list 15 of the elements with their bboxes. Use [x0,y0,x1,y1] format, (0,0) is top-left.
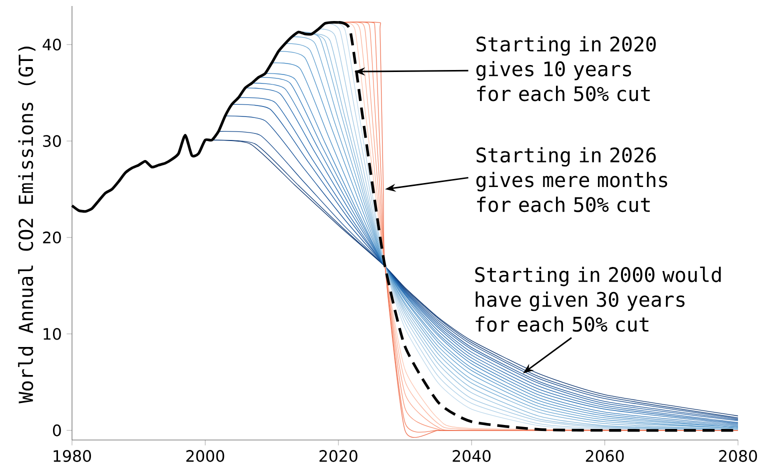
y-tick-label: 40 [42,38,61,51]
x-tick-label: 2040 [452,450,491,462]
x-tick-label: 2080 [719,450,757,462]
x-tick-label: 2020 [320,450,358,462]
y-tick-label: 10 [44,328,61,340]
x-tick-label: 2060 [586,450,624,462]
y-axis-title: World Annual CO2 Emissions (GT) [18,46,36,404]
annotation: Starting in 2020 gives 10 years for each 50% cut [476,36,656,102]
x-tick-label: 1980 [54,450,91,462]
x-tick-label: 2000 [186,450,224,462]
y-tick-label: 0 [52,424,61,436]
annotation: Starting in 2000 would have given 30 years for each 50% cut [475,266,721,332]
y-tick-label: 30 [43,135,61,147]
y-tick-label: 20 [43,232,61,244]
annotation: Starting in 2026 gives mere months for each 50% cut [476,147,668,212]
